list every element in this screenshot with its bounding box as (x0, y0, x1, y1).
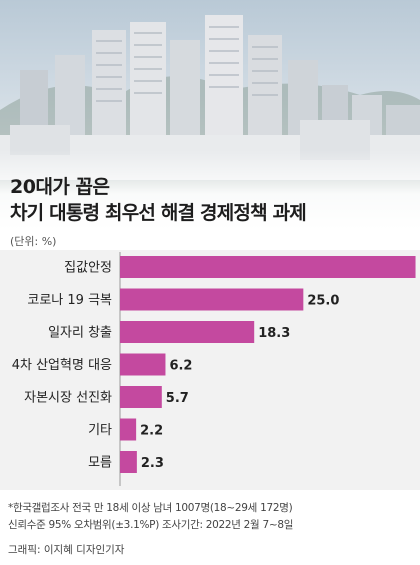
category-label: 모름 (88, 456, 112, 471)
category-label: 기타 (88, 423, 112, 438)
bar (120, 256, 416, 278)
bar (120, 321, 255, 343)
value-label: 18.3 (258, 326, 290, 341)
category-label: 일자리 창출 (48, 326, 112, 341)
header-photo-fade (0, 150, 420, 230)
category-label: 자본시장 선진화 (24, 391, 112, 406)
graphic-credit: 그래픽: 이지혜 디자인기자 (8, 544, 125, 556)
bar (120, 353, 166, 376)
unit-label: (단위: %) (10, 235, 57, 248)
header-photo (0, 0, 420, 230)
value-label: 6.2 (169, 359, 192, 374)
value-label: 25.0 (307, 294, 339, 309)
category-label: 집값안정 (64, 261, 112, 276)
bar (120, 288, 304, 311)
chart-title-line-2: 차기 대통령 최우선 해결 경제정책 과제 (10, 202, 307, 224)
value-label: 2.3 (141, 456, 164, 471)
chart-title-line-1: 20대가 꼽은 (10, 176, 110, 198)
bar (120, 418, 137, 441)
survey-note-line-1: *한국갤럽조사 전국 만 18세 이상 남녀 1007명(18~29세 172명… (8, 502, 293, 514)
category-label: 4차 산업혁명 대응 (12, 358, 112, 373)
category-label: 코로나 19 극복 (27, 293, 112, 308)
bar (120, 386, 162, 408)
value-label: 5.7 (166, 391, 189, 406)
value-label: 2.2 (140, 424, 163, 439)
bar (120, 451, 137, 473)
survey-note-line-2: 신뢰수준 95% 오차범위(±3.1%P) 조사기간: 2022년 2월 7~8… (8, 519, 294, 531)
